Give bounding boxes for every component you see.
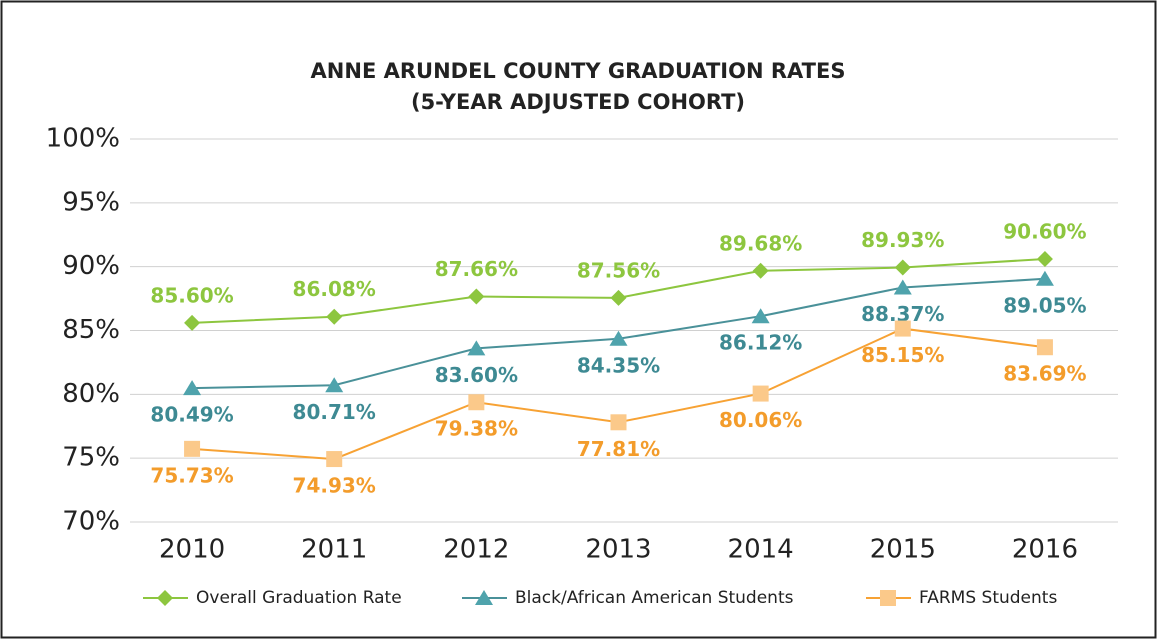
y-tick-label: 70%: [62, 507, 120, 537]
marker: [609, 330, 628, 346]
chart-title: ANNE ARUNDEL COUNTY GRADUATION RATES: [311, 59, 846, 83]
x-tick-label: 2011: [301, 535, 367, 565]
y-tick-label: 90%: [62, 251, 120, 281]
marker: [1035, 270, 1054, 286]
data-label: 89.93%: [861, 228, 944, 252]
marker: [751, 308, 770, 324]
legend-label: Overall Graduation Rate: [196, 588, 402, 608]
legend-label: Black/African American Students: [515, 588, 794, 608]
data-label: 85.15%: [861, 343, 944, 367]
marker: [326, 451, 343, 468]
legend-marker: [880, 590, 896, 606]
legend-marker: [475, 590, 493, 605]
data-label: 75.73%: [150, 463, 233, 487]
data-label: 79.38%: [435, 417, 518, 441]
data-label: 80.49%: [150, 403, 233, 427]
marker: [326, 308, 343, 325]
data-label: 84.35%: [577, 353, 660, 377]
marker: [1036, 251, 1053, 268]
marker: [325, 377, 344, 393]
data-label: 83.60%: [435, 363, 518, 387]
x-tick-label: 2015: [870, 535, 936, 565]
marker: [1036, 339, 1053, 356]
data-label: 80.06%: [719, 408, 802, 432]
marker: [468, 288, 485, 305]
marker: [468, 394, 485, 411]
y-tick-label: 80%: [62, 379, 120, 409]
data-label: 86.12%: [719, 331, 802, 355]
marker: [183, 380, 202, 396]
marker: [893, 279, 912, 295]
marker: [610, 414, 627, 431]
marker: [184, 440, 201, 457]
marker: [894, 320, 911, 337]
marker: [752, 385, 769, 402]
x-tick-label: 2016: [1012, 535, 1078, 565]
legend-marker: [157, 590, 173, 606]
data-label: 77.81%: [577, 437, 660, 461]
data-label: 87.66%: [435, 257, 518, 281]
y-tick-label: 85%: [62, 315, 120, 345]
data-label: 74.93%: [293, 474, 376, 498]
y-tick-label: 100%: [46, 124, 120, 154]
data-label: 86.08%: [293, 277, 376, 301]
data-label: 89.68%: [719, 231, 802, 255]
data-label: 90.60%: [1003, 220, 1086, 244]
x-tick-label: 2014: [728, 535, 794, 565]
marker: [894, 259, 911, 276]
data-label: 80.71%: [293, 400, 376, 424]
data-label: 87.56%: [577, 258, 660, 282]
marker: [752, 262, 769, 279]
x-tick-label: 2010: [159, 535, 225, 565]
x-tick-label: 2012: [443, 535, 509, 565]
y-tick-label: 75%: [62, 443, 120, 473]
marker: [610, 289, 627, 306]
marker: [184, 314, 201, 331]
legend-label: FARMS Students: [919, 588, 1057, 608]
x-tick-label: 2013: [585, 535, 651, 565]
data-label: 89.05%: [1003, 293, 1086, 317]
y-tick-label: 95%: [62, 187, 120, 217]
data-label: 85.60%: [150, 283, 233, 307]
marker: [467, 340, 486, 356]
data-label: 83.69%: [1003, 362, 1086, 386]
chart-subtitle: (5-YEAR ADJUSTED COHORT): [411, 90, 745, 114]
